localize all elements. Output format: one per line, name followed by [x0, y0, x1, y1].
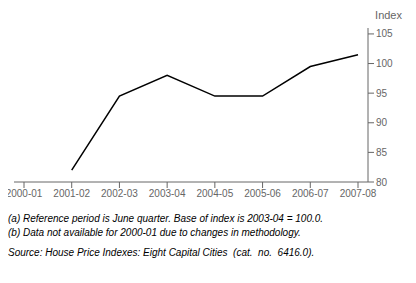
- html-text:Index: Index: [375, 9, 402, 21]
- svg-text:80: 80: [376, 177, 388, 188]
- html-text:(a) Reference period is June q: (a) Reference period is June quarter. Ba…: [8, 213, 324, 224]
- svg-text:2007-08: 2007-08: [340, 188, 377, 199]
- svg-text:90: 90: [376, 117, 388, 128]
- svg-text:85: 85: [376, 147, 388, 158]
- svg-text:95: 95: [376, 88, 388, 99]
- svg-text:105: 105: [376, 28, 393, 39]
- svg-text:2000-01: 2000-01: [8, 188, 43, 199]
- html-text:Source: House Price Indexes: E: Source: House Price Indexes: Eight Capit…: [8, 247, 315, 258]
- svg-text:2001-02: 2001-02: [53, 188, 90, 199]
- svg-text:2004-05: 2004-05: [197, 188, 234, 199]
- svg-text:2005-06: 2005-06: [244, 188, 281, 199]
- html-text:(b) Data not available for 200: (b) Data not available for 2000-01 due t…: [8, 227, 301, 238]
- svg-text:2006-07: 2006-07: [292, 188, 329, 199]
- svg-text:2002-03: 2002-03: [101, 188, 138, 199]
- svg-text:100: 100: [376, 58, 393, 69]
- svg-text:2003-04: 2003-04: [149, 188, 186, 199]
